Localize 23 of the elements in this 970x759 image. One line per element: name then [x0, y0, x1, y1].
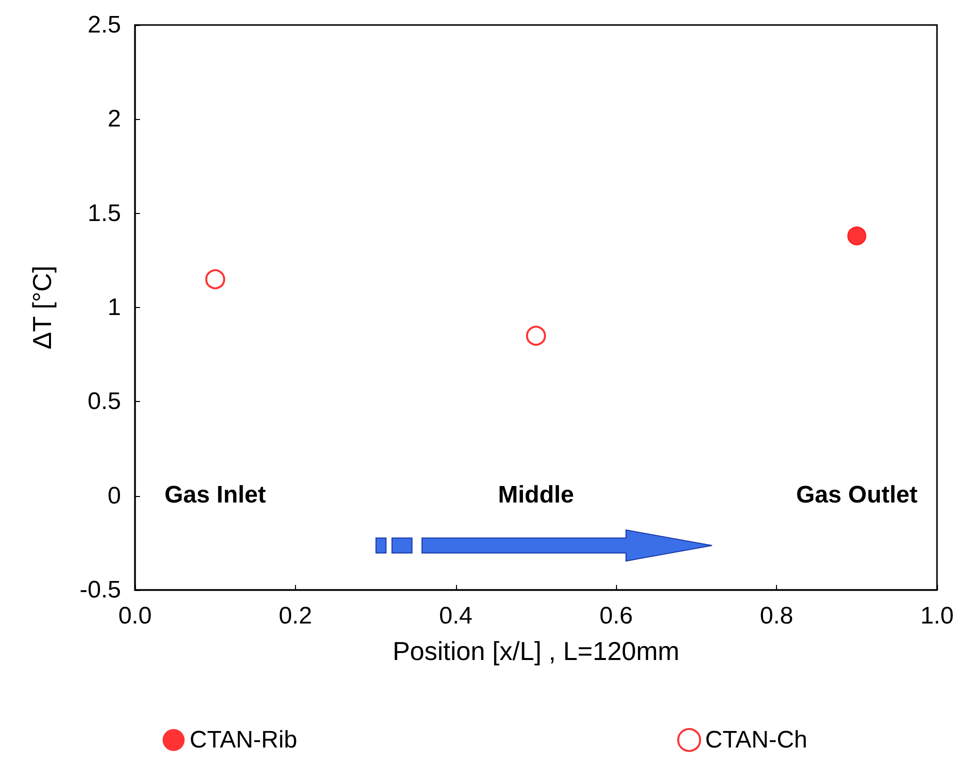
legend-label: CTAN-Rib	[190, 726, 298, 754]
x-tick-label: 0.0	[118, 602, 152, 630]
x-tick-label: 1.0	[920, 602, 954, 630]
y-axis-title: ΔT [°C]	[27, 266, 57, 350]
x-tick-label: 0.2	[278, 602, 312, 630]
x-tick-label: 0.6	[600, 602, 633, 630]
y-tick-label: 0.5	[88, 388, 121, 416]
annotation: Middle	[498, 482, 574, 509]
y-tick-label: 1	[108, 294, 121, 321]
y-tick-label: 2.5	[88, 12, 121, 38]
y-tick-label: 2	[108, 106, 121, 133]
y-tick-label: 0	[108, 482, 121, 510]
x-tick-label: 0.8	[760, 602, 794, 630]
y-tick-label: 1.5	[88, 200, 121, 227]
x-axis-title: Position [x/L] , L=120mm	[392, 636, 680, 666]
legend-label: CTAN-Ch	[705, 726, 808, 754]
x-tick-label: 0.4	[439, 602, 472, 630]
point	[847, 226, 866, 246]
point	[205, 269, 226, 290]
point	[526, 326, 546, 346]
annotation: Gas Inlet	[164, 482, 266, 509]
annotation: Gas Outlet	[796, 482, 918, 509]
y-tick-label: -0.5	[80, 576, 121, 604]
